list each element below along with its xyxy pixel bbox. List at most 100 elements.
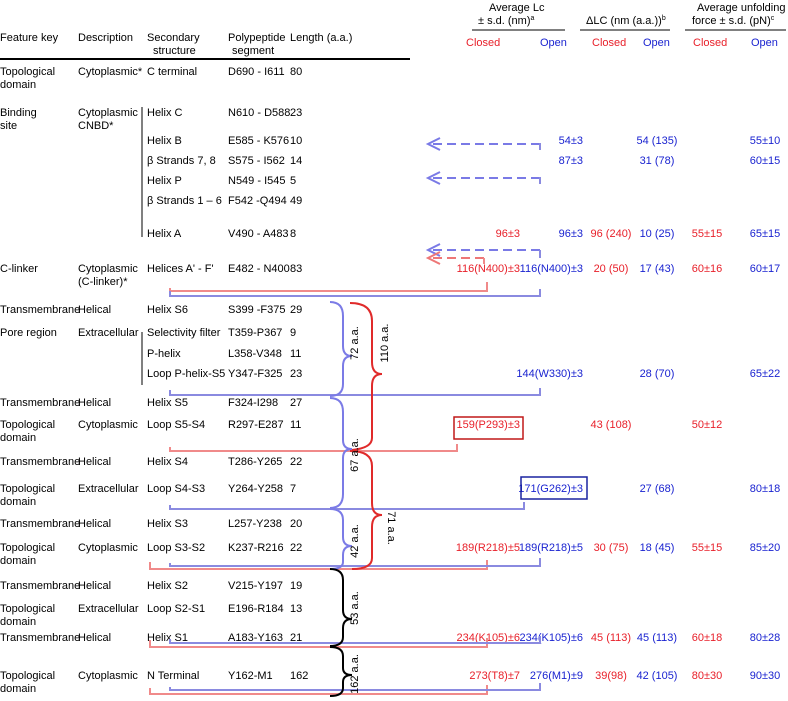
row-segment: Y347-F325	[228, 368, 282, 380]
row-description: Helical	[78, 580, 111, 592]
row-length: 23	[290, 107, 302, 119]
row-length: 162	[290, 670, 308, 682]
row-secondary-structure: Helix P	[147, 175, 182, 187]
row-length: 80	[290, 66, 302, 78]
row-force-closed: 55±15	[692, 542, 723, 554]
row-feature: Transmembrane	[0, 632, 80, 644]
row-force-open: 60±17	[750, 263, 781, 275]
row-segment: F542 -Q494	[228, 195, 287, 207]
row-dlc-open: 42 (105)	[637, 670, 678, 682]
row-length: 23	[290, 368, 302, 380]
header-closed-lc: Closed	[466, 37, 500, 49]
row-segment: N610 - D588	[228, 107, 290, 119]
row-lc-open: 54±3	[559, 135, 583, 147]
row-description: Helical	[78, 518, 111, 530]
row-force-open: 90±30	[750, 670, 781, 682]
bracket-label-72: 72 a.a.	[349, 326, 361, 360]
row-force-open: 80±28	[750, 632, 781, 644]
row-feature: Topological	[0, 542, 55, 554]
row-secondary-structure: Loop S3-S2	[147, 542, 205, 554]
row-secondary-structure: Loop S4-S3	[147, 483, 205, 495]
row-secondary-structure: Helix A	[147, 228, 182, 240]
header-secondary-1: Secondary	[147, 32, 200, 44]
row-segment: T359-P367	[228, 327, 282, 339]
row-length: 29	[290, 304, 302, 316]
row-secondary-structure: Helix S2	[147, 580, 188, 592]
row-description-2: CNBD*	[78, 120, 114, 132]
row-lc-closed: 273(T8)±7	[469, 670, 520, 682]
row-dlc-open: 31 (78)	[640, 155, 675, 167]
header-avg-lc-sup: a	[531, 15, 535, 22]
row-lc-closed: 159(P293)±3	[456, 419, 520, 431]
row-dlc-closed: 30 (75)	[594, 542, 629, 554]
trace-lines	[149, 143, 541, 695]
row-force-closed: 60±16	[692, 263, 723, 275]
row-force-open: 65±22	[750, 368, 781, 380]
bracket-71-icon	[349, 450, 383, 570]
header-force-2: force ± s.d. (pN)c	[692, 15, 775, 27]
row-description: Cytoplasmic*	[78, 66, 143, 78]
row-feature: Transmembrane	[0, 580, 80, 592]
trace-open-loop-p	[169, 388, 541, 396]
row-segment: D690 - I611	[228, 66, 285, 78]
row-feature: Topological	[0, 670, 55, 682]
bracket-label-53: 53 a.a.	[349, 591, 361, 625]
header-avg-lc-2: ± s.d. (nm)a	[478, 15, 535, 27]
row-length: 11	[290, 419, 301, 431]
header-force-2-text: force ± s.d. (pN)	[692, 15, 771, 27]
row-secondary-structure: C terminal	[147, 66, 197, 78]
row-force-closed: 80±30	[692, 670, 723, 682]
header-feature-key: Feature key	[0, 32, 59, 44]
header-delta-lc-text: ΔLC (nm (a.a.))	[586, 15, 662, 27]
header-description: Description	[78, 32, 133, 44]
row-description: Cytoplasmic	[78, 670, 138, 682]
row-secondary-structure: Selectivity filter	[147, 327, 221, 339]
row-description: Helical	[78, 397, 111, 409]
trace-open-nterm	[169, 683, 541, 691]
trace-open-s1	[169, 636, 541, 644]
row-feature: Transmembrane	[0, 456, 80, 468]
row-segment: R297-E287	[228, 419, 284, 431]
row-length: 19	[290, 580, 302, 592]
row-lc-closed: 189(R218)±5	[456, 542, 520, 554]
header-secondary-2: structure	[153, 45, 196, 57]
row-length: 10	[290, 135, 302, 147]
header-open-force: Open	[751, 37, 778, 49]
header-length: Length (a.a.)	[290, 32, 352, 44]
row-length: 11	[290, 348, 301, 360]
row-force-closed: 50±12	[692, 419, 723, 431]
row-secondary-structure: Helix S5	[147, 397, 188, 409]
row-dlc-closed: 39(98)	[595, 670, 627, 682]
row-feature-2: domain	[0, 616, 36, 628]
row-description: Helical	[78, 456, 111, 468]
row-dlc-closed: 20 (50)	[594, 263, 629, 275]
row-dlc-open: 54 (135)	[637, 135, 678, 147]
row-secondary-structure: P-helix	[147, 348, 181, 360]
trace-open-s3s2	[169, 558, 541, 567]
trace-open-clinker	[169, 289, 541, 297]
bracket-42-icon	[329, 508, 353, 570]
row-secondary-structure: Loop S2-S1	[147, 603, 205, 615]
row-force-closed: 55±15	[692, 228, 723, 240]
bracket-110-icon	[349, 302, 383, 451]
row-secondary-structure: Loop S5-S4	[147, 419, 205, 431]
row-description: Extracellular	[78, 603, 139, 615]
row-description: Cytoplasmic	[78, 419, 138, 431]
arrowhead-helix-a-closed	[425, 251, 441, 265]
header-open-lc: Open	[540, 37, 567, 49]
row-feature: Topological	[0, 419, 55, 431]
row-segment: Y162-M1	[228, 670, 273, 682]
row-dlc-open: 17 (43)	[640, 263, 675, 275]
row-description: Extracellular	[78, 483, 139, 495]
row-length: 83	[290, 263, 302, 275]
row-description: Extracellular	[78, 327, 139, 339]
row-dlc-closed: 96 (240)	[591, 228, 632, 240]
row-length: 20	[290, 518, 302, 530]
row-lc-closed: 116(N400)±3	[457, 263, 520, 275]
row-length: 49	[290, 195, 302, 207]
row-segment: V490 - A483	[228, 228, 289, 240]
row-length: 5	[290, 175, 296, 187]
row-lc-open: 171(G262)±3	[518, 483, 583, 495]
row-feature-2: site	[0, 120, 17, 132]
